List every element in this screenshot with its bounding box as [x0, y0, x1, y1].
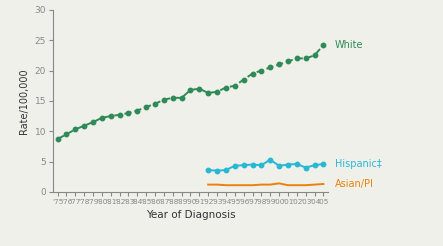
- Text: Hispanic‡: Hispanic‡: [335, 159, 381, 169]
- Y-axis label: Rate/100,000: Rate/100,000: [19, 68, 29, 134]
- Text: White: White: [335, 40, 363, 50]
- X-axis label: Year of Diagnosis: Year of Diagnosis: [146, 210, 235, 220]
- Text: Asian/PI: Asian/PI: [335, 179, 373, 189]
